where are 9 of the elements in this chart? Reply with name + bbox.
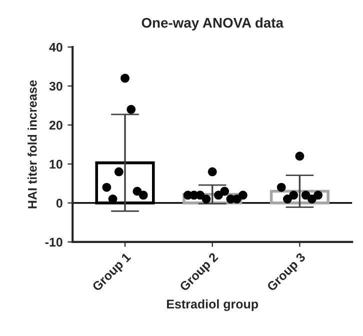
y-tick-label: 30 xyxy=(49,82,62,91)
y-tick-label: 10 xyxy=(50,160,62,169)
y-tick-label: 0 xyxy=(56,198,62,208)
x-axis-title: Estradiol group xyxy=(167,299,258,312)
y-tick-label: 40 xyxy=(49,42,62,52)
y-axis-title: HAI titer fold increase xyxy=(28,80,37,208)
chart-title: One-way ANOVA data xyxy=(142,18,284,30)
y-tick-label: -10 xyxy=(45,238,62,247)
y-tick-label: 20 xyxy=(49,120,62,130)
